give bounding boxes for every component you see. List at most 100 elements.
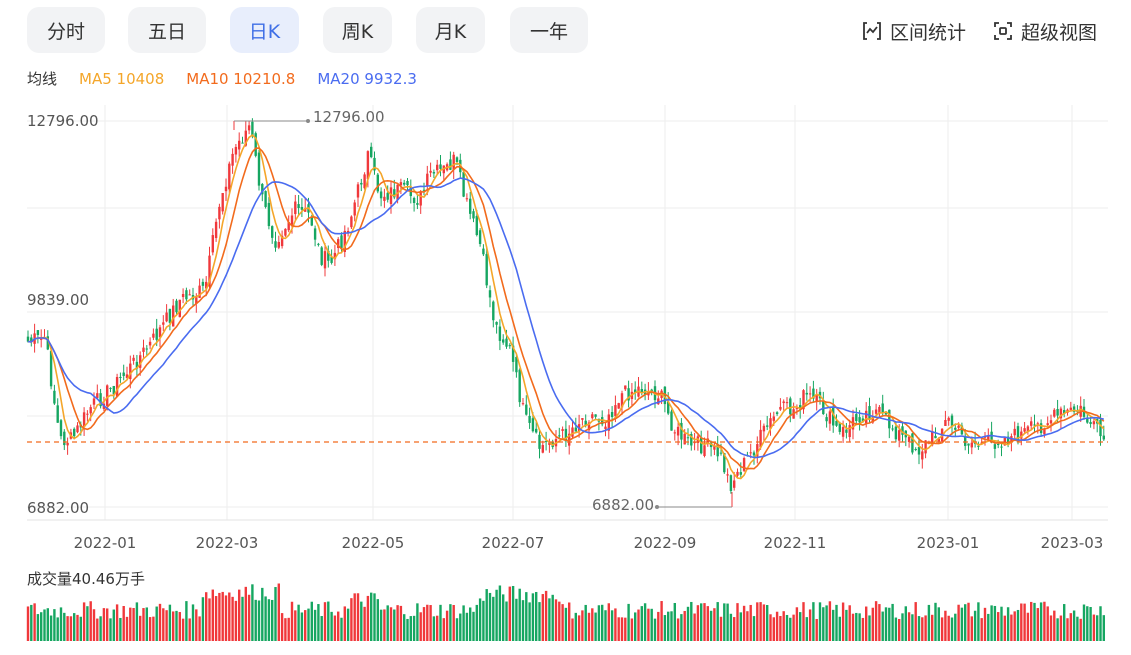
volume-bar [634,612,637,641]
volume-bar [445,610,449,641]
candle-body [785,402,789,404]
candle-body [462,172,465,197]
volume-bar [330,611,333,641]
candle-body [112,385,115,395]
volume-bar [594,612,597,641]
candle-body [640,388,643,394]
candle-body [261,184,264,195]
volume-bar [238,589,241,641]
volume-bar [535,591,538,641]
volume-bar [1020,603,1023,641]
volume-bar [304,610,307,641]
candle-body [719,452,723,454]
volume-bar [49,615,53,641]
candle-body [775,412,779,415]
volume-bar [1056,618,1059,641]
volume-bar [617,617,620,641]
volume-bar [528,602,531,641]
volume-bar [891,603,894,641]
candle-body [980,442,983,444]
x-axis-label: 2022-11 [763,534,827,552]
x-axis-label: 2023-03 [1040,534,1104,552]
candle-body [676,426,680,436]
volume-bar [1059,615,1063,641]
candle-body [1026,426,1030,432]
candle-body [485,254,488,286]
volume-bar [964,604,967,641]
volume-bar [241,596,244,641]
candle-body [142,347,145,352]
candle-body [92,398,96,405]
volume-bar [310,601,313,641]
candle-body [495,321,498,325]
tab-monthly-k[interactable]: 月K [416,7,485,53]
volume-bar [231,596,234,641]
tab-five-day[interactable]: 五日 [128,7,206,53]
volume-bar [30,604,33,641]
volume-bar [825,605,828,641]
volume-bar [198,616,201,641]
volume-bar [894,617,898,641]
volume-bar [465,612,469,641]
candle-body [165,312,168,322]
volume-bar [168,604,172,641]
candle-body [841,427,845,437]
candle-body [716,444,719,457]
volume-bar [76,614,79,641]
interval-stat-button[interactable]: 区间统计 [862,16,966,46]
volume-bar [333,615,337,641]
volume-bar [577,615,581,641]
volume-bar [379,609,383,641]
tab-daily-k[interactable]: 日K [230,7,299,53]
volume-bar [254,599,257,641]
candle-body [1020,431,1023,439]
candle-body [1043,428,1046,435]
candle-body [742,458,746,471]
volume-bar [406,618,409,641]
candle-body [168,308,172,323]
candle-body [274,241,277,248]
volume-bar [977,602,980,641]
candle-body [267,202,271,227]
candle-body [475,216,478,236]
super-view-button[interactable]: 超级视图 [993,16,1097,46]
volume-bar [191,604,195,641]
volume-bar [983,607,987,641]
candle-body [1102,435,1105,440]
volume-bar [868,615,871,641]
candle-body [343,230,346,252]
tab-weekly-k[interactable]: 周K [323,7,392,53]
volume-bar [907,612,911,641]
candle-body [86,413,89,415]
volume-bar [478,598,482,641]
volume-bar [234,600,238,641]
high-marker-label: 12796.00 [313,108,385,126]
candle-body [1030,421,1033,426]
volume-bar [409,616,412,641]
volume-bar [521,600,525,641]
y-axis-label-min: 6882.00 [27,499,90,517]
candle-body [360,182,363,185]
candle-body [257,152,261,186]
tab-intraday[interactable]: 分时 [27,7,105,53]
volume-bar [647,608,650,641]
volume-bar [274,587,277,641]
volume-bar [686,606,690,641]
volume-bar [799,612,802,641]
candle-body [1053,409,1056,417]
candle-body [330,256,333,263]
candle-body [1056,409,1059,416]
tab-one-year[interactable]: 一年 [510,7,588,53]
volume-bar [1006,607,1010,641]
volume-bar [789,617,792,641]
candle-body [898,430,901,441]
volume-bar [934,602,937,641]
volume-bar [828,601,832,641]
candle-body [868,406,871,420]
volume-bar [627,603,630,641]
candle-body [1033,424,1036,426]
candle-body [686,437,690,439]
volume-bar [271,599,274,641]
volume-bar [96,618,99,641]
